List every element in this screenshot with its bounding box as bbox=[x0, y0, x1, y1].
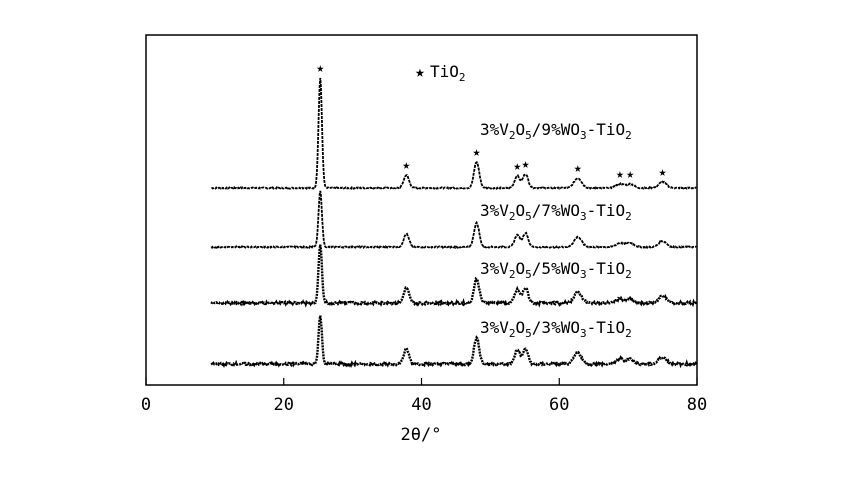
peak-star-marker: ★ bbox=[626, 167, 634, 182]
peak-star-marker: ★ bbox=[522, 157, 530, 172]
legend: ★ TiO2 bbox=[415, 62, 465, 84]
xrd-trace bbox=[211, 77, 697, 191]
peak-star-marker: ★ bbox=[659, 165, 667, 180]
series-label: 3%V2O5/3%WO3-TiO2 bbox=[480, 318, 632, 340]
x-tick-label: 60 bbox=[549, 395, 569, 415]
x-axis-title: 2θ/° bbox=[401, 425, 442, 445]
x-tick-label: 40 bbox=[411, 395, 431, 415]
xrd-trace bbox=[210, 190, 697, 250]
legend-star-icon: ★ bbox=[415, 62, 425, 81]
xrd-trace bbox=[210, 244, 698, 308]
series-labels: 3%V2O5/9%WO3-TiO2 3%V2O5/7%WO3-TiO2 3%V2O5… bbox=[480, 120, 632, 340]
xrd-trace bbox=[210, 315, 698, 369]
peak-markers: ★★★★ ★ ★ ★ ★ ★ bbox=[316, 61, 666, 182]
peak-star-marker: ★ bbox=[513, 159, 521, 174]
series-label: 3%V2O5/5%WO3-TiO2 bbox=[480, 259, 632, 281]
peak-star-marker: ★ bbox=[574, 161, 582, 176]
x-tick-label: 20 bbox=[274, 395, 294, 415]
series-layer bbox=[210, 77, 698, 369]
x-tick-label: 80 bbox=[687, 395, 707, 415]
series-label: 3%V2O5/9%WO3-TiO2 bbox=[480, 120, 632, 142]
x-axis-ticks: 0 20 40 60 80 bbox=[141, 378, 707, 415]
x-tick-label: 0 bbox=[141, 395, 151, 415]
legend-label: TiO2 bbox=[430, 62, 466, 84]
peak-star-marker: ★ bbox=[616, 167, 624, 182]
series-label: 3%V2O5/7%WO3-TiO2 bbox=[480, 201, 632, 223]
peak-star-marker: ★ bbox=[402, 158, 410, 173]
peak-star-marker: ★ bbox=[316, 61, 324, 76]
peak-star-marker: ★ bbox=[473, 145, 481, 160]
